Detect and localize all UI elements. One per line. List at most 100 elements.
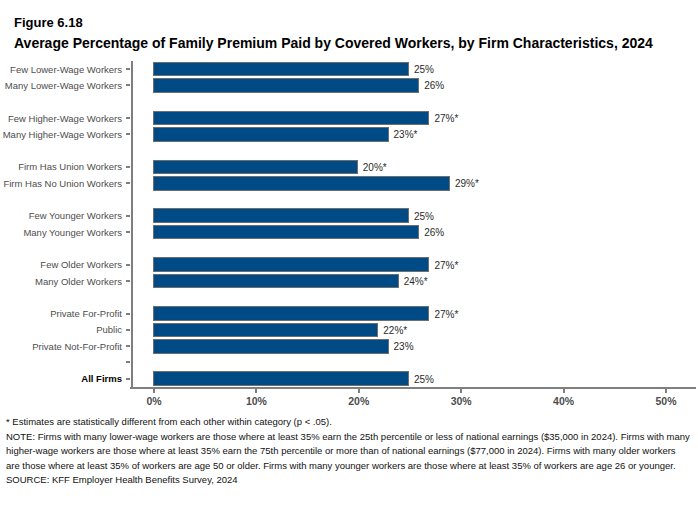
bar-track: 26%: [131, 224, 698, 240]
bar-row: Firm Has No Union Workers 29%*: [0, 175, 698, 191]
bar: [153, 257, 429, 272]
bar-track: 25%: [131, 61, 698, 77]
figure-page: Figure 6.18 Average Percentage of Family…: [0, 0, 698, 525]
bar: [153, 176, 450, 191]
value-label: 25%: [414, 210, 434, 221]
bar-row: Few Younger Workers 25%: [0, 208, 698, 224]
bar: [153, 111, 429, 126]
value-label: 22%*: [383, 324, 407, 335]
group-spacer: [0, 142, 698, 158]
y-axis-tick: [126, 231, 130, 233]
bar-row: Few Older Workers27%*: [0, 257, 698, 273]
bar: [153, 62, 409, 77]
x-axis-tick-label: 50%: [641, 395, 691, 407]
y-axis-tick: [126, 329, 130, 331]
source-note: SOURCE: KFF Employer Health Benefits Sur…: [6, 473, 690, 488]
y-axis-tick: [126, 133, 130, 135]
bar: [153, 78, 419, 93]
bar: [153, 339, 389, 354]
bar: [153, 274, 399, 289]
x-axis-tick-label: 30%: [436, 395, 486, 407]
group-spacer: [0, 191, 698, 207]
x-axis-tick-label: 40%: [539, 395, 589, 407]
spacer-label: [0, 354, 131, 370]
category-label: Public: [0, 322, 131, 338]
bar-track: 26%: [131, 77, 698, 93]
bar: [153, 371, 409, 386]
value-label: 23%: [394, 341, 414, 352]
value-label: 25%: [414, 64, 434, 75]
value-label: 27%*: [434, 113, 458, 124]
bar-chart: Few Lower-Wage Workers 25% Many Lower-Wage…: [0, 61, 698, 413]
y-axis-line: [131, 61, 133, 389]
y-axis-tick: [126, 264, 130, 266]
y-axis-tick: [126, 117, 130, 119]
group-spacer: [0, 240, 698, 256]
category-label: Many Older Workers: [0, 273, 131, 289]
x-axis-tick-label: 0%: [129, 395, 179, 407]
category-label: Private Not-For-Profit: [0, 338, 131, 354]
bar-row: Few Higher-Wage Workers 27%*: [0, 110, 698, 126]
y-axis-tick: [126, 215, 130, 217]
x-axis-tick: [358, 389, 360, 393]
chart-rows: Few Lower-Wage Workers 25% Many Lower-Wage…: [0, 61, 698, 387]
bar: [153, 306, 429, 321]
bar-track: 27%*: [131, 305, 698, 321]
bar-track: 27%*: [131, 257, 698, 273]
category-label: Firm Has Union Workers: [0, 159, 131, 175]
category-label: Firm Has No Union Workers: [0, 175, 131, 191]
group-spacer: [0, 94, 698, 110]
value-label: 23%*: [394, 129, 418, 140]
y-axis-tick: [126, 182, 130, 184]
bar-track: 24%*: [131, 273, 698, 289]
category-label: Many Younger Workers: [0, 224, 131, 240]
bar: [153, 323, 378, 338]
footnotes: * Estimates are statistically different …: [0, 413, 698, 488]
x-axis-tick: [153, 389, 155, 393]
category-label: Few Higher-Wage Workers: [0, 110, 131, 126]
category-label: Few Lower-Wage Workers: [0, 61, 131, 77]
significance-note: * Estimates are statistically different …: [6, 415, 690, 430]
y-axis-tick: [126, 313, 130, 315]
bar-track: 25%: [131, 371, 698, 387]
group-spacer: [0, 354, 698, 370]
category-label: Few Older Workers: [0, 257, 131, 273]
bar: [153, 225, 419, 240]
x-axis-tick: [665, 389, 667, 393]
bar-row: Many Lower-Wage Workers26%: [0, 77, 698, 93]
value-label: 25%: [414, 373, 434, 384]
bar-row: Firm Has Union Workers 20%*: [0, 159, 698, 175]
bar-row: Public 22%*: [0, 322, 698, 338]
category-label: All Firms: [0, 371, 131, 387]
bar-track: 23%: [131, 338, 698, 354]
bar: [153, 208, 409, 223]
bar-row: All Firms 25%: [0, 371, 698, 387]
group-spacer: [0, 289, 698, 305]
category-label: Many Higher-Wage Workers: [0, 126, 131, 142]
bar-row: Many Higher-Wage Workers 23%*: [0, 126, 698, 142]
category-label: Few Younger Workers: [0, 208, 131, 224]
bar: [153, 160, 358, 175]
bar: [153, 127, 389, 142]
value-label: 27%*: [434, 308, 458, 319]
x-axis-line: [130, 387, 696, 389]
y-axis-tick: [126, 378, 130, 380]
bar-track: 22%*: [131, 322, 698, 338]
value-label: 26%: [424, 80, 444, 91]
value-label: 29%*: [455, 178, 479, 189]
x-axis-tick: [563, 389, 565, 393]
bar-track: 20%*: [131, 159, 698, 175]
title-block: Figure 6.18 Average Percentage of Family…: [0, 0, 698, 54]
value-label: 20%*: [363, 161, 387, 172]
bar-row: Many Younger Workers 26%: [0, 224, 698, 240]
y-axis-tick: [126, 166, 130, 168]
x-axis-tick-label: 20%: [334, 395, 384, 407]
y-axis-tick: [126, 280, 130, 282]
bar-row: Many Older Workers 24%*: [0, 273, 698, 289]
figure-number: Figure 6.18: [14, 13, 686, 33]
x-axis-tick: [255, 389, 257, 393]
value-label: 24%*: [404, 276, 428, 287]
bar-row: Few Lower-Wage Workers 25%: [0, 61, 698, 77]
bar-row: Private Not-For-Profit 23%: [0, 338, 698, 354]
value-label: 26%: [424, 227, 444, 238]
